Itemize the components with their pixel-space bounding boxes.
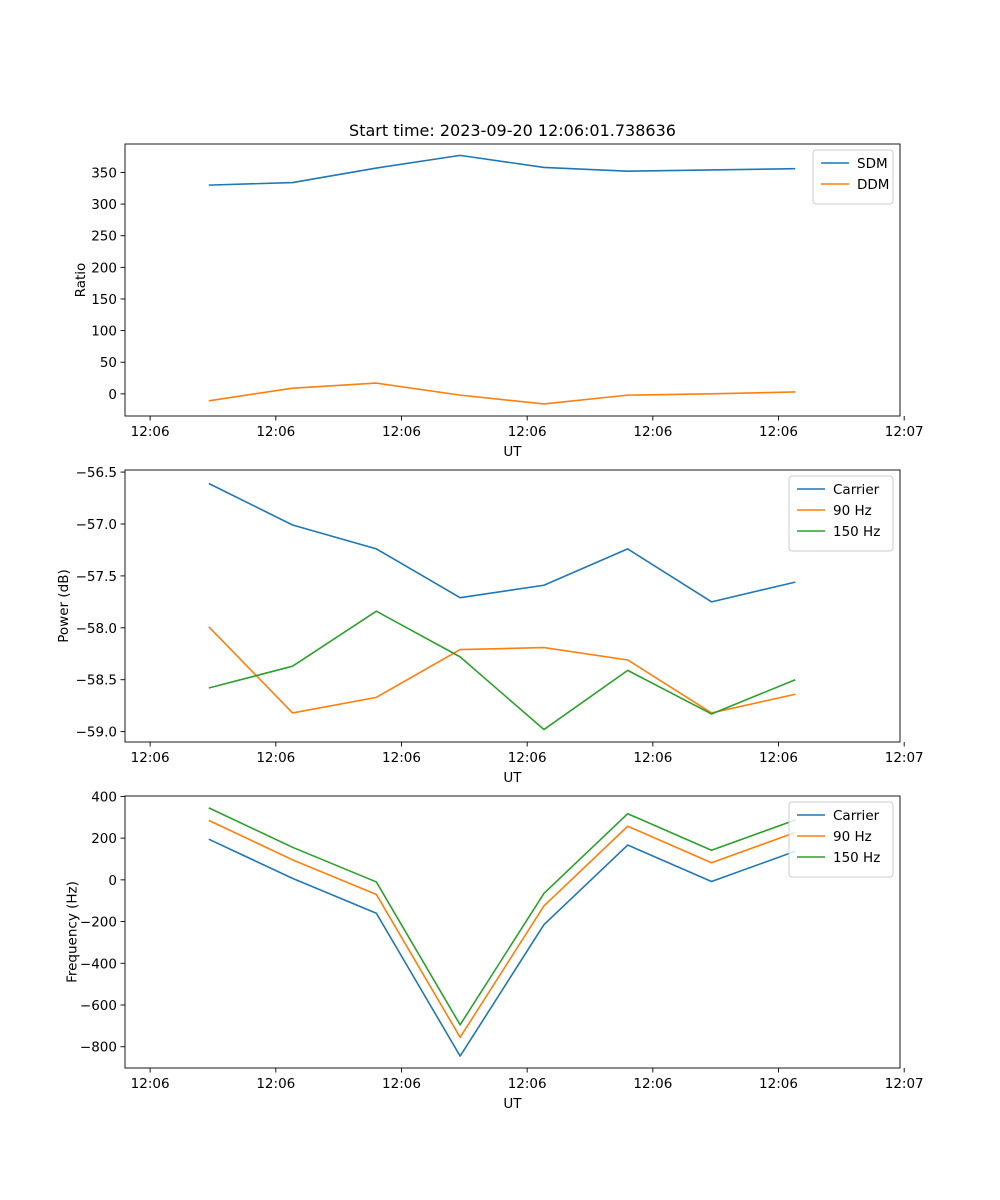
y-tick-label: 100 [91, 324, 117, 340]
y-tick-label: −58.5 [76, 673, 117, 689]
y-axis-label: Power (dB) [56, 569, 72, 642]
series-line-150-hz [208, 807, 796, 1026]
figure-title: Start time: 2023-09-20 12:06:01.738636 [349, 121, 676, 140]
x-axis-label: UT [503, 770, 522, 786]
legend-label-ddm: DDM [857, 177, 889, 193]
x-tick-label: 12:06 [382, 1076, 421, 1092]
x-tick-label: 12:06 [256, 1076, 295, 1092]
x-tick-label: 12:06 [633, 424, 672, 440]
subplot-2: 12:06 12:06 12:06 12:06 12:06 12:06 12:07 −59.0… [56, 465, 924, 786]
y-tick-label: 400 [91, 789, 117, 805]
y-tick-label: 0 [108, 387, 117, 403]
series-line-sdm [208, 154, 796, 186]
plots-group: 12:06 12:06 12:06 12:06 12:06 12:06 12:07 0 50 10… [56, 143, 924, 1112]
x-tick-label: 12:06 [633, 750, 672, 766]
x-tick-label: 12:06 [508, 1076, 547, 1092]
x-tick-label: 12:06 [633, 1076, 672, 1092]
axes-frame [124, 469, 901, 743]
y-tick-label: −200 [80, 915, 117, 931]
y-tick-label: 250 [91, 229, 117, 245]
y-tick-label: 350 [91, 165, 117, 181]
x-tick-label: 12:06 [131, 750, 170, 766]
legend: SDM DDM [812, 149, 894, 205]
y-tick-label: −58.0 [76, 621, 117, 637]
y-tick-label: 300 [91, 197, 117, 213]
legend-label-150-hz: 150 Hz [833, 524, 880, 540]
x-tick-label: 12:06 [508, 424, 547, 440]
series-line-90-hz [208, 626, 796, 714]
legend-label-carrier: Carrier [833, 482, 880, 498]
x-tick-label: 12:07 [885, 424, 924, 440]
y-tick-label: 200 [91, 831, 117, 847]
y-tick-label: 50 [100, 355, 117, 371]
x-tick-label: 12:06 [382, 750, 421, 766]
x-tick-label: 12:06 [382, 424, 421, 440]
series-line-carrier [208, 838, 796, 1057]
legend-label-150-hz: 150 Hz [833, 850, 880, 866]
legend: Carrier 90 Hz 150 Hz [788, 475, 894, 552]
x-tick-label: 12:06 [256, 424, 295, 440]
y-tick-label: −400 [80, 956, 117, 972]
x-tick-label: 12:06 [759, 750, 798, 766]
legend-box [788, 801, 894, 878]
series-line-90-hz [208, 819, 796, 1039]
x-axis-label: UT [503, 1096, 522, 1112]
y-tick-label: −57.0 [76, 517, 117, 533]
x-tick-label: 12:06 [759, 424, 798, 440]
y-tick-label: 200 [91, 260, 117, 276]
y-tick-label: −59.0 [76, 725, 117, 741]
x-tick-label: 12:06 [508, 750, 547, 766]
y-axis-label: Frequency (Hz) [65, 881, 81, 983]
y-tick-label: −800 [80, 1040, 117, 1056]
legend-label-90-hz: 90 Hz [833, 829, 872, 845]
series-line-carrier [208, 482, 796, 603]
x-tick-label: 12:06 [131, 1076, 170, 1092]
x-tick-label: 12:07 [885, 750, 924, 766]
legend-box [788, 475, 894, 552]
x-axis-label: UT [503, 444, 522, 460]
axes-frame [124, 795, 901, 1069]
series-line-150-hz [208, 610, 796, 731]
y-tick-label: −57.5 [76, 569, 117, 585]
x-tick-label: 12:06 [131, 424, 170, 440]
y-tick-label: 150 [91, 292, 117, 308]
series-line-ddm [208, 382, 796, 405]
y-tick-label: −600 [80, 998, 117, 1014]
y-axis-label: Ratio [73, 263, 89, 298]
x-tick-label: 12:06 [759, 1076, 798, 1092]
legend-label-90-hz: 90 Hz [833, 503, 872, 519]
y-tick-label: 0 [108, 873, 117, 889]
x-tick-label: 12:06 [256, 750, 295, 766]
subplot-3: 12:06 12:06 12:06 12:06 12:06 12:06 12:07 −800 −… [65, 789, 924, 1112]
y-tick-label: −56.5 [76, 465, 117, 481]
axes-frame [124, 143, 901, 417]
legend-label-carrier: Carrier [833, 808, 880, 824]
x-tick-label: 12:07 [885, 1076, 924, 1092]
legend: Carrier 90 Hz 150 Hz [788, 801, 894, 878]
legend-label-sdm: SDM [857, 156, 888, 172]
subplot-1: 12:06 12:06 12:06 12:06 12:06 12:06 12:07 0 50 10… [73, 143, 924, 460]
